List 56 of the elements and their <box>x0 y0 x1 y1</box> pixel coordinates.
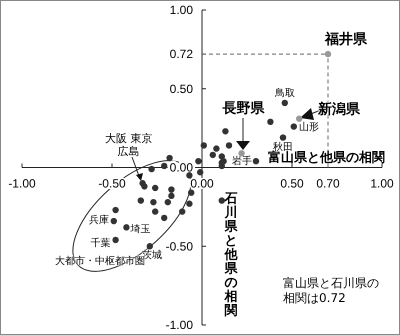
point <box>150 198 157 206</box>
point <box>290 123 297 130</box>
point <box>148 166 155 172</box>
point <box>161 214 168 222</box>
point <box>296 115 302 122</box>
annotation: 鳥取 <box>274 88 295 100</box>
point <box>164 198 171 206</box>
point <box>280 134 286 141</box>
y-tick-label: 0.72 <box>170 47 194 62</box>
point <box>226 142 232 149</box>
point <box>267 118 274 126</box>
point <box>179 208 186 215</box>
point <box>152 208 158 215</box>
annotation: 岩手 <box>232 156 252 168</box>
x-tick-label: 1.00 <box>370 176 394 190</box>
point <box>252 158 260 164</box>
x-tick-label: 0.50 <box>280 176 304 190</box>
point <box>161 162 168 170</box>
x-tick-label: -1.00 <box>8 176 36 190</box>
point <box>324 50 332 58</box>
annotation: 山形 <box>298 122 319 134</box>
y-tick-label: 1.00 <box>170 3 194 17</box>
point <box>152 184 158 192</box>
annotation: 兵庫 <box>88 215 109 228</box>
point <box>110 218 117 224</box>
x-tick-label: 0.70 <box>316 176 340 190</box>
point <box>195 158 202 164</box>
point <box>210 152 216 158</box>
point <box>218 197 225 204</box>
point <box>141 183 148 190</box>
text: 石川県と他県の相関 <box>224 192 238 318</box>
point <box>186 200 193 207</box>
y-tick-label: -0.50 <box>166 239 194 254</box>
point <box>213 145 220 152</box>
point <box>197 169 204 176</box>
point <box>112 206 119 214</box>
annotation: 新潟県 <box>318 101 360 118</box>
annotation: 大阪 東京広島 <box>104 132 154 158</box>
point <box>112 236 119 244</box>
annotation: 福井県 <box>325 32 367 48</box>
annotation: 富山県と石川県の相関は0.72 <box>283 276 380 306</box>
annotation: 埼玉 <box>130 224 150 236</box>
point <box>222 128 229 134</box>
point <box>146 243 153 250</box>
point <box>138 197 144 204</box>
point <box>282 100 288 106</box>
point <box>168 192 175 200</box>
y-tick-label: -1.00 <box>166 318 194 332</box>
point <box>166 154 173 162</box>
point <box>168 186 175 193</box>
y-tick-label: 0.50 <box>170 82 194 96</box>
annotation: 長野県 <box>222 100 265 118</box>
annotation: 千葉 <box>90 238 111 250</box>
point <box>123 224 130 231</box>
point <box>188 190 194 196</box>
point <box>200 142 207 149</box>
